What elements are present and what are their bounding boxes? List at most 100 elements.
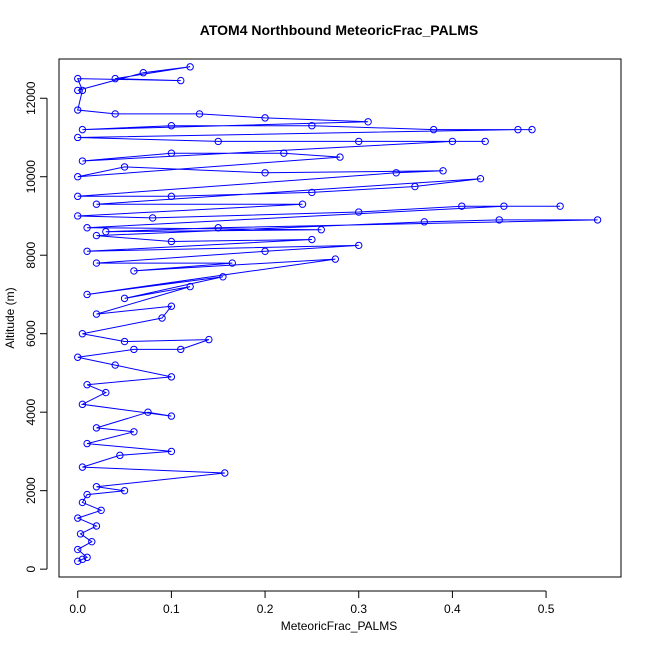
data-point	[74, 86, 82, 95]
data-point	[336, 153, 344, 161]
data-point	[102, 388, 110, 397]
data-point	[74, 106, 82, 114]
data-point	[280, 149, 288, 157]
data-point	[78, 498, 87, 507]
data-point	[186, 63, 194, 71]
data-point	[83, 224, 91, 232]
data-point	[74, 557, 82, 566]
data-point	[78, 555, 87, 564]
data-point	[481, 137, 489, 146]
series-lines	[76, 66, 598, 562]
data-point	[102, 227, 110, 236]
data-point	[120, 486, 129, 495]
data-point	[78, 329, 87, 338]
x-tick-label: 0.4	[444, 602, 461, 616]
data-point	[167, 412, 176, 420]
data-point	[78, 400, 87, 409]
data-point	[120, 337, 129, 346]
data-point	[74, 192, 82, 201]
x-tick-label: 0.2	[257, 602, 274, 616]
data-point	[420, 218, 428, 226]
plot-frame	[58, 58, 622, 578]
data-point	[317, 226, 325, 234]
data-point	[177, 345, 185, 354]
data-point	[158, 314, 166, 322]
data-point	[74, 212, 82, 220]
data-point	[148, 214, 157, 222]
data-point	[88, 537, 96, 546]
data-point	[130, 428, 138, 436]
data-point	[392, 169, 400, 177]
data-point	[167, 373, 176, 381]
data-point	[92, 231, 101, 240]
data-point	[83, 553, 91, 562]
y-tick-label: 10000	[24, 160, 38, 194]
data-point	[74, 514, 82, 522]
data-point	[514, 125, 522, 134]
data-point	[186, 282, 194, 291]
data-point	[92, 483, 101, 491]
data-point	[92, 522, 101, 530]
data-point	[331, 255, 340, 263]
data-point	[83, 490, 91, 499]
data-point	[92, 200, 101, 208]
data-point	[411, 182, 419, 191]
x-tick-label: 0.5	[538, 602, 555, 616]
data-point	[167, 447, 176, 456]
data-point	[111, 361, 119, 369]
data-point	[500, 202, 508, 210]
data-point	[355, 137, 363, 146]
data-point	[228, 259, 236, 267]
data-point	[261, 114, 269, 122]
y-tick-label: 2000	[24, 477, 38, 504]
data-point	[458, 202, 466, 210]
data-point	[167, 122, 176, 130]
data-point	[76, 530, 85, 538]
data-point	[78, 125, 87, 134]
data-point	[167, 149, 176, 157]
data-point	[429, 125, 438, 134]
y-axis-label: Altitude (m)	[3, 287, 17, 348]
y-axis: 0 2000 4000 6000 8000 10000 12000	[24, 81, 48, 572]
data-point	[221, 469, 229, 477]
x-axis-label: MeteoricFrac_PALMS	[281, 619, 397, 633]
data-point	[261, 169, 269, 177]
data-point	[593, 216, 602, 224]
data-point	[448, 137, 457, 146]
data-point	[130, 345, 138, 354]
data-point	[476, 174, 485, 183]
data-point	[74, 74, 82, 83]
x-tick-label: 0.0	[69, 602, 86, 616]
data-point	[111, 110, 119, 118]
data-point	[308, 122, 316, 130]
x-axis: 0.0 0.1 0.2 0.3 0.4 0.5	[69, 590, 555, 616]
series-line	[76, 66, 598, 562]
x-tick-label: 0.1	[163, 602, 180, 616]
y-tick-label: 8000	[24, 242, 38, 269]
data-point	[74, 133, 82, 142]
data-point	[78, 86, 87, 95]
data-point	[83, 247, 91, 255]
data-point	[177, 76, 185, 85]
data-point	[83, 439, 91, 448]
data-point	[205, 335, 213, 344]
data-point	[130, 267, 138, 275]
data-point	[439, 167, 447, 175]
data-point	[308, 235, 316, 244]
data-point	[78, 157, 87, 165]
data-point	[116, 451, 124, 460]
x-tick-label: 0.3	[350, 602, 367, 616]
data-point	[92, 424, 101, 432]
data-point	[74, 173, 82, 181]
y-tick-label: 4000	[24, 399, 38, 426]
series-points	[74, 63, 602, 566]
data-point	[111, 74, 119, 83]
data-point	[364, 118, 372, 126]
y-tick-label: 12000	[24, 81, 38, 115]
data-point	[92, 310, 101, 318]
data-point	[83, 290, 91, 299]
data-point	[167, 237, 176, 246]
data-point	[355, 241, 363, 250]
data-point	[120, 163, 129, 171]
